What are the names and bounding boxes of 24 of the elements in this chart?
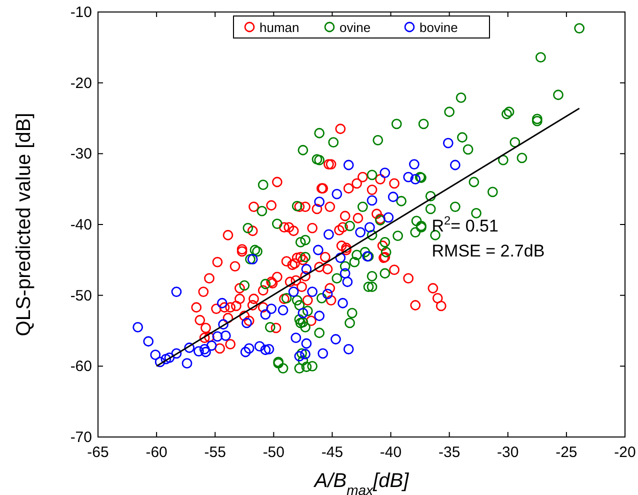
x-tick-label: -50	[262, 444, 285, 461]
y-tick-label: -10	[70, 4, 92, 21]
x-tick-label: -40	[380, 444, 402, 461]
x-tick-label: -45	[321, 444, 344, 461]
x-tick-label: -60	[146, 444, 168, 461]
y-tick-label: -60	[70, 358, 92, 376]
x-tick-label: -35	[438, 444, 460, 461]
y-tick-label: -50	[70, 287, 92, 304]
x-tick-label: -25	[556, 444, 578, 461]
x-tick-label: -55	[204, 444, 226, 461]
x-tick-label: -65	[87, 444, 109, 461]
y-tick-label: -40	[70, 216, 92, 234]
y-axis-title: QLS-predicted value [dB]	[13, 112, 35, 336]
x-tick-label: -20	[614, 444, 636, 461]
x-axis-title: A/B$_{max}$[dB]	[313, 470, 410, 495]
legend-label: ovine	[340, 20, 371, 35]
x-tick-label: -30	[497, 444, 519, 461]
y-tick-label: -30	[70, 146, 92, 163]
legend-label: human	[260, 20, 300, 35]
y-tick-label: -70	[70, 429, 92, 446]
legend-label: bovine	[420, 20, 458, 35]
annotation: RMSE = 2.7dB	[432, 242, 545, 261]
annotation: R$^{2}$= 0.51	[432, 214, 498, 236]
y-tick-label: -20	[70, 74, 92, 92]
